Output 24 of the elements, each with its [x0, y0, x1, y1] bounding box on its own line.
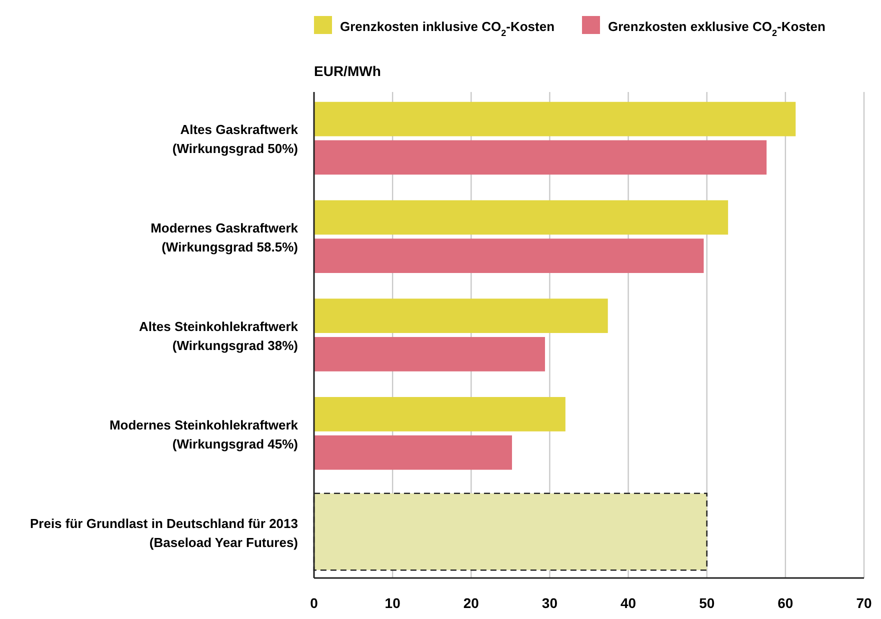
bar	[314, 102, 796, 136]
x-axis-title: EUR/MWh	[314, 63, 381, 79]
x-tick-label: 70	[856, 595, 872, 611]
x-tick-label: 40	[620, 595, 636, 611]
bar	[314, 337, 545, 372]
bar	[314, 435, 512, 470]
x-tick-label: 10	[384, 595, 401, 611]
bar	[314, 397, 566, 432]
x-tick-label: 30	[542, 595, 558, 611]
y-tick-label: Modernes Steinkohlekraftwerk (Wirkungsgrad 45%)	[109, 417, 299, 452]
legend-label: Grenzkosten inklusive CO$_{2}$-Kosten	[340, 19, 555, 38]
y-tick-label: Preis für Grundlast in Deutschland für 2013 (Baseload Year Futures)	[30, 516, 298, 550]
x-tick-label: 50	[699, 595, 715, 611]
x-tick-label: 60	[778, 595, 794, 611]
y-tick-label: Altes Steinkohlekraftwerk (Wirkungsgrad 38%)	[139, 319, 299, 353]
bar	[314, 200, 728, 235]
bar	[314, 140, 767, 175]
legend-label: Grenzkosten exklusive CO$_{2}$-Kosten	[608, 19, 826, 38]
x-tick-label: 0	[310, 595, 318, 611]
bar	[314, 298, 608, 333]
bar	[314, 238, 704, 273]
y-tick-label: Altes Gaskraftwerk (Wirkungsgrad 50%)	[172, 122, 299, 156]
x-tick-label: 20	[463, 595, 480, 611]
y-tick-label: Modernes Gaskraftwerk (Wirkungsgrad 58.5%)	[150, 220, 299, 255]
